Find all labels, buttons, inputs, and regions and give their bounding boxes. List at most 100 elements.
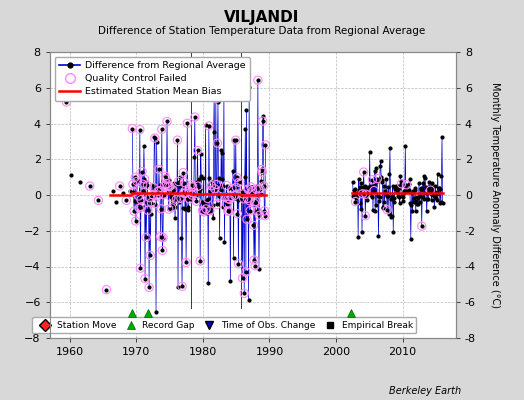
Point <box>249 188 257 195</box>
Point <box>229 168 237 174</box>
Point <box>376 163 384 169</box>
Point <box>225 208 233 214</box>
Point <box>379 205 387 211</box>
Point <box>370 187 378 194</box>
Point <box>209 215 217 221</box>
Point <box>205 175 214 182</box>
Point <box>408 190 416 197</box>
Point <box>144 207 152 214</box>
Point <box>203 195 212 202</box>
Point <box>226 196 234 203</box>
Point <box>234 260 243 267</box>
Point <box>248 188 257 194</box>
Point <box>128 125 137 132</box>
Point <box>390 199 399 206</box>
Point <box>252 198 260 205</box>
Point <box>261 212 269 219</box>
Point <box>149 192 157 198</box>
Point <box>407 202 416 208</box>
Point <box>230 137 238 144</box>
Point <box>418 186 427 192</box>
Point <box>416 198 424 205</box>
Point <box>248 184 256 190</box>
Point <box>170 179 178 186</box>
Point <box>149 192 157 198</box>
Point <box>430 204 439 211</box>
Point <box>387 212 396 219</box>
Point <box>208 182 216 189</box>
Point <box>410 195 418 201</box>
Point <box>214 99 222 106</box>
Point <box>250 257 258 263</box>
Point <box>189 184 197 190</box>
Point <box>260 208 269 214</box>
Point <box>247 184 255 190</box>
Point <box>194 183 202 189</box>
Point <box>206 188 215 194</box>
Point <box>122 197 130 204</box>
Point <box>381 188 389 194</box>
Point <box>162 180 171 187</box>
Point <box>136 126 144 133</box>
Point <box>62 99 71 105</box>
Point <box>227 193 236 200</box>
Point <box>361 183 369 189</box>
Point <box>160 182 169 189</box>
Point <box>141 179 150 186</box>
Point <box>206 208 214 214</box>
Point <box>358 228 366 235</box>
Point <box>212 96 220 102</box>
Point <box>436 186 444 192</box>
Point <box>145 284 154 291</box>
Point <box>243 195 252 202</box>
Point <box>255 212 264 218</box>
Point <box>437 172 445 179</box>
Point <box>254 77 262 84</box>
Point <box>412 200 421 207</box>
Point <box>199 199 207 206</box>
Point <box>414 201 422 207</box>
Point <box>362 194 370 200</box>
Point <box>129 181 137 188</box>
Point <box>243 216 251 222</box>
Point <box>385 210 393 217</box>
Point <box>368 176 377 183</box>
Point <box>154 188 162 194</box>
Point <box>233 210 242 217</box>
Point <box>102 286 111 293</box>
Point <box>247 184 255 190</box>
Point <box>136 265 145 271</box>
Point <box>355 176 363 183</box>
Point <box>394 192 402 199</box>
Point <box>109 188 117 195</box>
Point <box>210 87 219 93</box>
Point <box>182 259 190 266</box>
Point <box>205 123 213 129</box>
Point <box>378 176 386 183</box>
Point <box>228 193 237 199</box>
Point <box>355 186 364 193</box>
Point <box>122 197 130 204</box>
Point <box>254 184 263 190</box>
Point <box>137 204 146 210</box>
Point <box>411 207 420 214</box>
Point <box>136 265 145 271</box>
Point <box>213 140 222 146</box>
Point <box>435 185 443 191</box>
Point <box>154 192 162 198</box>
Point <box>140 176 149 182</box>
Point <box>174 178 183 185</box>
Point <box>421 175 429 182</box>
Point <box>174 178 183 185</box>
Point <box>357 180 366 186</box>
Point <box>155 166 163 172</box>
Point <box>85 183 94 189</box>
Point <box>395 185 403 191</box>
Point <box>258 169 266 176</box>
Point <box>212 96 220 102</box>
Point <box>369 207 377 214</box>
Point <box>150 133 158 140</box>
Point <box>142 234 150 240</box>
Point <box>261 142 270 148</box>
Point <box>146 194 154 201</box>
